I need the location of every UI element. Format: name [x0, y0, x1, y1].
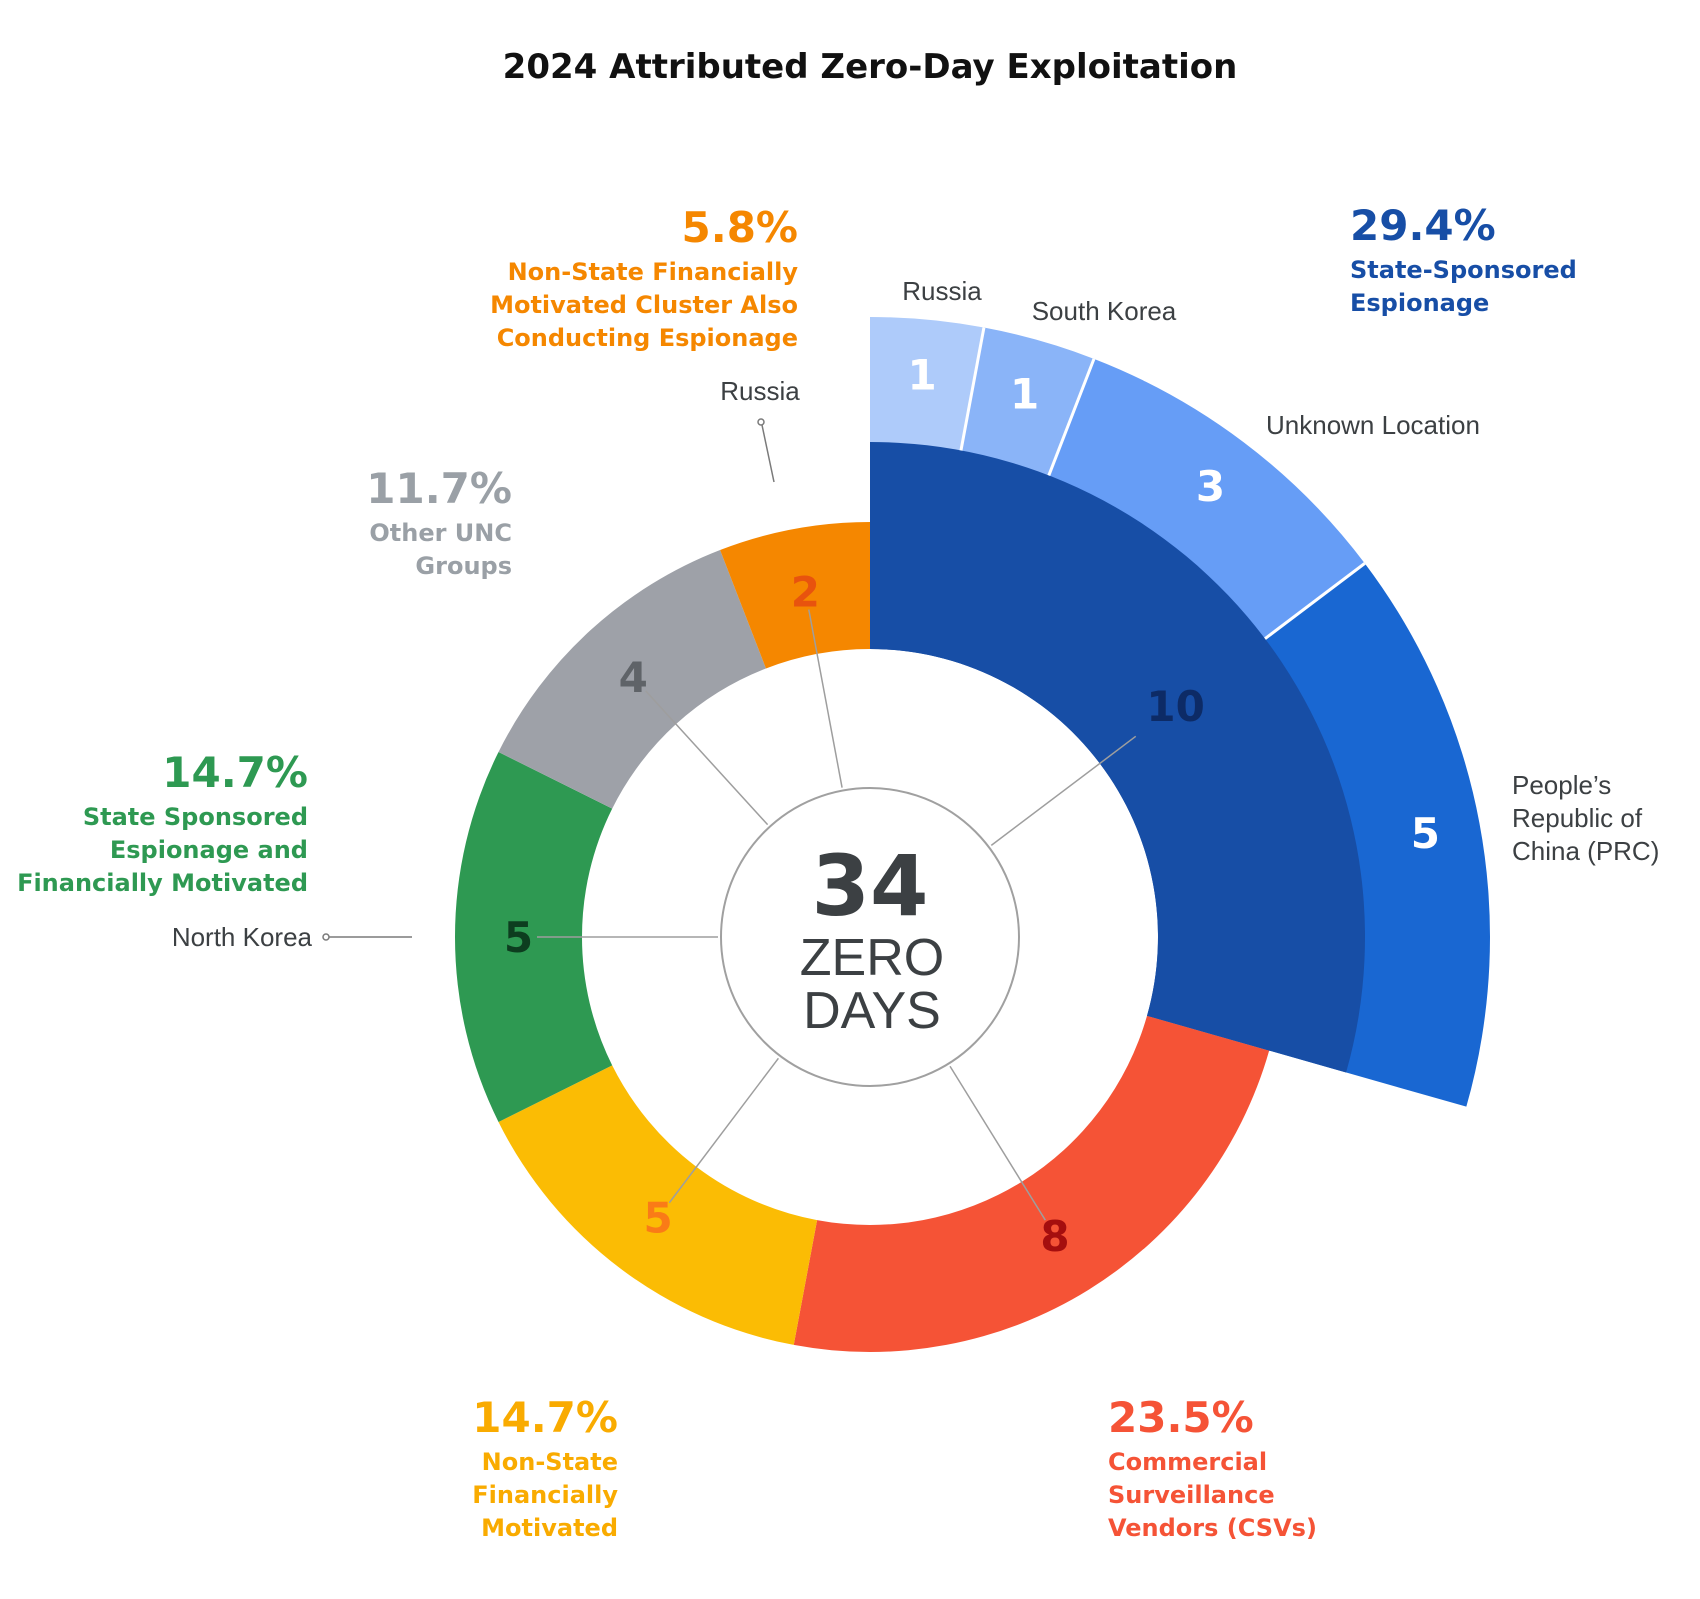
center-line-1: ZERO	[800, 929, 944, 987]
leader-commercial-surveillance-vendors-csvs	[949, 1065, 1046, 1221]
center-line-2: DAYS	[803, 982, 941, 1040]
value-commercial-surveillance-vendors-csvs: 8	[1040, 1212, 1069, 1261]
segment-non-state-financially-motivated-cluster-also-conducting-espionage	[720, 522, 870, 669]
segment-other-unc-groups	[498, 550, 766, 809]
value-non-state-financially-motivated-cluster-also-conducting-espionage: 2	[791, 567, 820, 616]
chart-title: 2024 Attributed Zero-Day Exploitation	[503, 47, 1238, 87]
segment-state-sponsored-core	[870, 442, 1365, 1073]
leader-dot-north-korea	[322, 933, 330, 941]
subsegment-unknown-location	[1019, 358, 1365, 687]
percent-state-sponsored-espionage-and-financially-motivated: 14.7%	[162, 748, 308, 797]
label-non-state-financially-motivated-line-3: Motivated	[481, 1514, 618, 1542]
subsegment-divider	[1264, 562, 1366, 640]
percent-other-unc-groups: 11.7%	[366, 464, 512, 513]
center-total: 34	[812, 837, 929, 935]
value-other-unc-groups: 4	[619, 653, 648, 702]
subsegment-divider	[959, 327, 986, 451]
label-state-sponsored-espionage-and-financially-motivated-line-2: Espionage and	[110, 836, 308, 864]
leader-non-state-financially-motivated-cluster-also-conducting-espionage	[808, 609, 843, 788]
segment-commercial-surveillance-vendors-csvs	[793, 1015, 1270, 1352]
label-commercial-surveillance-vendors-csvs-line-3: Vendors (CSVs)	[1108, 1514, 1317, 1542]
value-sub-unknown-location: 3	[1196, 462, 1225, 511]
label-state-sponsored-espionage-line-2: Espionage	[1350, 289, 1489, 317]
label-commercial-surveillance-vendors-csvs-line-2: Surveillance	[1108, 1481, 1275, 1509]
sublabel-people-s-republic-of-china-prc-line-2: Republic of	[1512, 803, 1643, 833]
leader-russia	[761, 424, 775, 483]
percent-state-sponsored-espionage: 29.4%	[1350, 201, 1496, 250]
label-other-unc-groups-line-1: Other UNC	[369, 519, 512, 547]
label-other-unc-groups-line-2: Groups	[415, 552, 512, 580]
label-non-state-financially-motivated-cluster-also-conducting-espionage-line-1: Non-State Financially	[508, 258, 799, 286]
label-state-sponsored-espionage-and-financially-motivated-line-1: State Sponsored	[83, 803, 308, 831]
sublabel-people-s-republic-of-china-prc-line-1: People’s	[1512, 770, 1611, 800]
sublabel-russia-cluster: Russia	[720, 376, 800, 406]
leader-non-state-financially-motivated	[668, 1057, 779, 1204]
value-sub-russia: 1	[908, 350, 937, 399]
sublabel-unknown-location: Unknown Location	[1266, 410, 1480, 440]
sublabel-south-korea: South Korea	[1032, 296, 1177, 326]
label-non-state-financially-motivated-cluster-also-conducting-espionage-line-3: Conducting Espionage	[497, 324, 798, 352]
label-commercial-surveillance-vendors-csvs-line-1: Commercial	[1108, 1448, 1267, 1476]
percent-non-state-financially-motivated: 14.7%	[472, 1393, 618, 1442]
label-non-state-financially-motivated-cluster-also-conducting-espionage-line-2: Motivated Cluster Also	[490, 291, 798, 319]
label-state-sponsored-espionage-line-1: State-Sponsored	[1350, 256, 1577, 284]
segment-non-state-financially-motivated	[498, 1065, 818, 1345]
percent-commercial-surveillance-vendors-csvs: 23.5%	[1108, 1393, 1254, 1442]
percent-non-state-financially-motivated-cluster-also-conducting-espionage: 5.8%	[682, 203, 798, 252]
value-sub-people-s-republic-of-china-prc: 5	[1411, 809, 1440, 858]
sublabel-people-s-republic-of-china-prc-line-3: China (PRC)	[1512, 836, 1659, 866]
leader-lines	[322, 418, 1137, 1221]
leader-dot-russia	[757, 418, 765, 426]
label-non-state-financially-motivated-line-1: Non-State	[482, 1448, 618, 1476]
subsegment-divider	[1047, 358, 1096, 476]
sublabel-russia: Russia	[902, 276, 982, 306]
value-sub-south-korea: 1	[1010, 370, 1039, 419]
value-state-sponsored-espionage-and-financially-motivated: 5	[504, 913, 533, 962]
label-non-state-financially-motivated-line-2: Financially	[472, 1481, 618, 1509]
donut-rings	[454, 317, 1490, 1352]
value-state-sponsored-espionage: 10	[1146, 682, 1204, 731]
leader-other-unc-groups	[645, 690, 769, 826]
sublabel-north-korea: North Korea	[172, 922, 313, 952]
segment-state-sponsored-espionage-and-financially-motivated	[454, 752, 613, 1122]
value-non-state-financially-motivated: 5	[644, 1194, 673, 1243]
chart-labels: 10 8 5 5 4 2 1 1 3 5 29.4% State-Sponsored Espionage…	[17, 201, 1659, 1542]
label-state-sponsored-espionage-and-financially-motivated-line-3: Financially Motivated	[17, 869, 308, 897]
center-disc	[720, 787, 1020, 1087]
leader-state-sponsored-espionage	[990, 735, 1137, 846]
